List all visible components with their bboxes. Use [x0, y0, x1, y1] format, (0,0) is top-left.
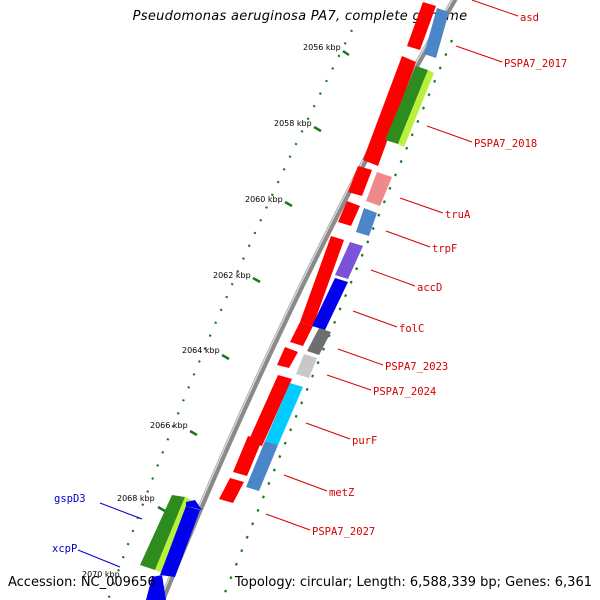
ruler-tick-2058 [313, 125, 322, 133]
inner-ruler-dots [220, 39, 454, 600]
callout-PSPA7_2024 [326, 374, 372, 391]
gene-2018-green[interactable] [385, 66, 428, 144]
gene-label-gspD3[interactable]: gspD3 [54, 493, 86, 505]
gene-reverse-green[interactable] [140, 495, 185, 570]
gene-label-truA[interactable]: truA [445, 209, 471, 221]
callout-trpF [385, 230, 431, 248]
callout-asd [471, 0, 519, 17]
ruler-tick-2066 [189, 429, 198, 437]
ruler-label-2062: 2062 kbp [213, 271, 251, 280]
forward-callouts [265, 0, 519, 531]
gene-forward-red-5[interactable] [300, 236, 344, 326]
ruler-tick-2062 [252, 276, 261, 284]
gene-label-metZ[interactable]: metZ [329, 487, 354, 499]
gene-label-PSPA7_2017[interactable]: PSPA7_2017 [504, 58, 567, 70]
callout-PSPA7_2018 [426, 125, 473, 143]
callout-xcpP [77, 549, 121, 568]
gene-purF-cyan[interactable] [265, 383, 303, 445]
ruler-tick-2064 [221, 353, 230, 361]
callout-PSPA7_2027 [265, 513, 311, 531]
gene-forward-red-9[interactable] [233, 436, 262, 476]
ruler-label-2060: 2060 kbp [245, 195, 283, 204]
gene-label-PSPA7_2018[interactable]: PSPA7_2018 [474, 138, 537, 150]
map-title: Pseudomonas aeruginosa PA7, complete gen… [132, 9, 468, 24]
ruler-label-2070: 2070 kbp [82, 570, 120, 579]
gene-forward-red-7[interactable] [277, 347, 298, 368]
genome-info-label: Topology: circular; Length: 6,588,339 bp… [234, 575, 592, 590]
callout-folC [352, 310, 398, 328]
gene-label-folC[interactable]: folC [399, 323, 424, 335]
gene-reverse-blue-2[interactable] [146, 575, 166, 600]
gene-asd-blue[interactable] [424, 8, 449, 58]
gene-2023-gray[interactable] [307, 328, 331, 355]
callout-PSPA7_2017 [455, 45, 503, 63]
callout-gspD3 [99, 502, 143, 520]
ruler-label-2056: 2056 kbp [303, 43, 341, 52]
reverse-callouts [77, 502, 143, 568]
gene-forward-red-1[interactable] [407, 2, 436, 50]
callout-truA [399, 197, 444, 214]
gene-label-trpF[interactable]: trpF [432, 243, 457, 255]
gene-forward-red-2[interactable] [363, 56, 416, 166]
gene-label-xcpP[interactable]: xcpP [52, 543, 77, 555]
ruler-tick-2060 [284, 200, 293, 208]
callout-accD [370, 269, 416, 287]
ruler-label-2068: 2068 kbp [117, 494, 155, 503]
gene-2018-lightgreen[interactable] [398, 70, 434, 147]
ruler-tick-2056 [342, 49, 350, 57]
gene-label-asd[interactable]: asd [520, 12, 539, 24]
gene-forward-red-8[interactable] [248, 375, 292, 446]
gene-label-accD[interactable]: accD [417, 282, 442, 294]
gene-trpF-blue[interactable] [356, 208, 377, 236]
gene-folC-blue[interactable] [312, 278, 348, 330]
ruler-label-2058: 2058 kbp [274, 119, 312, 128]
gene-accD-purple[interactable] [335, 242, 363, 279]
gene-2024-silver[interactable] [296, 354, 317, 378]
gene-forward-red-4[interactable] [338, 201, 360, 226]
gene-truA-pink[interactable] [366, 172, 392, 206]
gene-label-PSPA7_2023[interactable]: PSPA7_2023 [385, 361, 448, 373]
gene-label-PSPA7_2027[interactable]: PSPA7_2027 [312, 526, 375, 538]
gene-forward-red-6[interactable] [290, 322, 313, 346]
gene-label-PSPA7_2024[interactable]: PSPA7_2024 [373, 386, 436, 398]
gene-forward-red-10[interactable] [219, 478, 244, 503]
ruler-label-2064: 2064 kbp [182, 346, 220, 355]
gene-reverse-blue[interactable] [160, 506, 200, 577]
gene-forward-red-3[interactable] [348, 166, 372, 196]
callout-metZ [283, 474, 328, 492]
ruler-tick-2068 [157, 505, 166, 513]
gene-label-purF[interactable]: purF [352, 435, 377, 447]
accession-label: Accession: NC_009656 [8, 575, 156, 590]
gene-metZ-blue[interactable] [246, 441, 278, 491]
gene-reverse-blue-arrow[interactable] [186, 500, 202, 510]
callout-purF [305, 422, 351, 440]
ruler-label-2066: 2066 kbp [150, 421, 188, 430]
callout-PSPA7_2023 [337, 348, 384, 366]
